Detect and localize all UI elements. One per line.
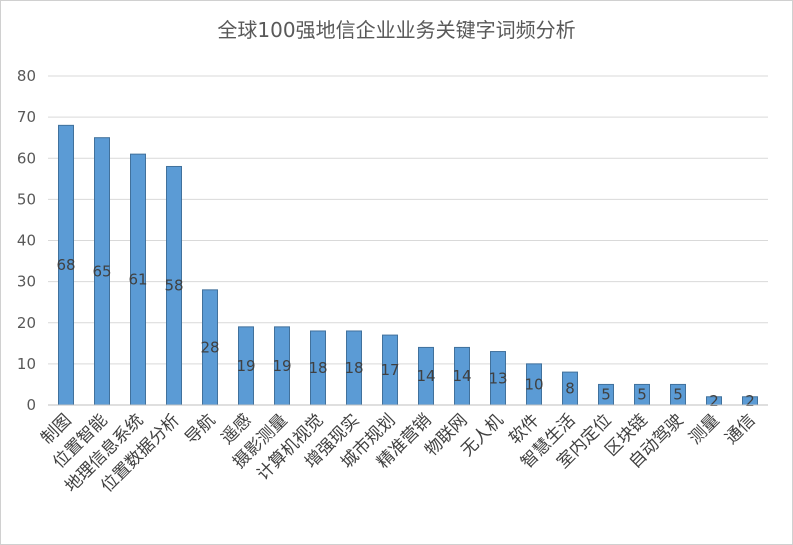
y-tick-label: 0 (26, 396, 36, 414)
y-tick-label: 30 (17, 273, 36, 291)
data-label: 10 (524, 375, 543, 393)
data-label: 2 (745, 392, 755, 410)
y-tick-label: 50 (17, 190, 36, 208)
data-label: 18 (344, 359, 363, 377)
data-label: 18 (308, 359, 327, 377)
data-label: 65 (92, 262, 111, 280)
data-label: 5 (673, 386, 683, 404)
y-tick-label: 80 (17, 67, 36, 85)
data-label: 14 (416, 367, 435, 385)
bars: 68 65 61 58 28 19 19 18 18 17 14 14 13 10 8 5 5 5 2 2 (56, 124, 758, 410)
x-axis: 制图位置智能地理信息系统位置数据分析导航遥感摄影测量计算机视觉增强现实城市规划精… (37, 404, 768, 497)
data-label: 58 (164, 277, 183, 295)
y-axis: 0 10 20 30 40 50 60 70 80 (17, 67, 36, 414)
data-label: 2 (709, 392, 719, 410)
data-label: 14 (452, 367, 471, 385)
data-label: 19 (236, 357, 255, 375)
data-label: 19 (272, 357, 291, 375)
chart-title: 全球100强地信企业业务关键字词频分析 (217, 18, 576, 42)
data-label: 17 (380, 361, 399, 379)
gridlines (48, 75, 768, 406)
y-tick-label: 60 (17, 149, 36, 167)
x-tick-label: 测量 (685, 410, 723, 448)
data-label: 68 (56, 256, 75, 274)
data-label: 8 (565, 380, 575, 398)
y-tick-label: 10 (17, 355, 36, 373)
data-label: 61 (128, 271, 147, 289)
data-label: 28 (200, 338, 219, 356)
data-label: 5 (637, 386, 647, 404)
data-label: 13 (488, 369, 507, 387)
x-tick-label: 导航 (181, 410, 219, 448)
y-tick-label: 40 (17, 232, 36, 250)
x-tick-label: 通信 (721, 410, 759, 448)
y-tick-label: 20 (17, 314, 36, 332)
data-label: 5 (601, 386, 611, 404)
y-tick-label: 70 (17, 108, 36, 126)
